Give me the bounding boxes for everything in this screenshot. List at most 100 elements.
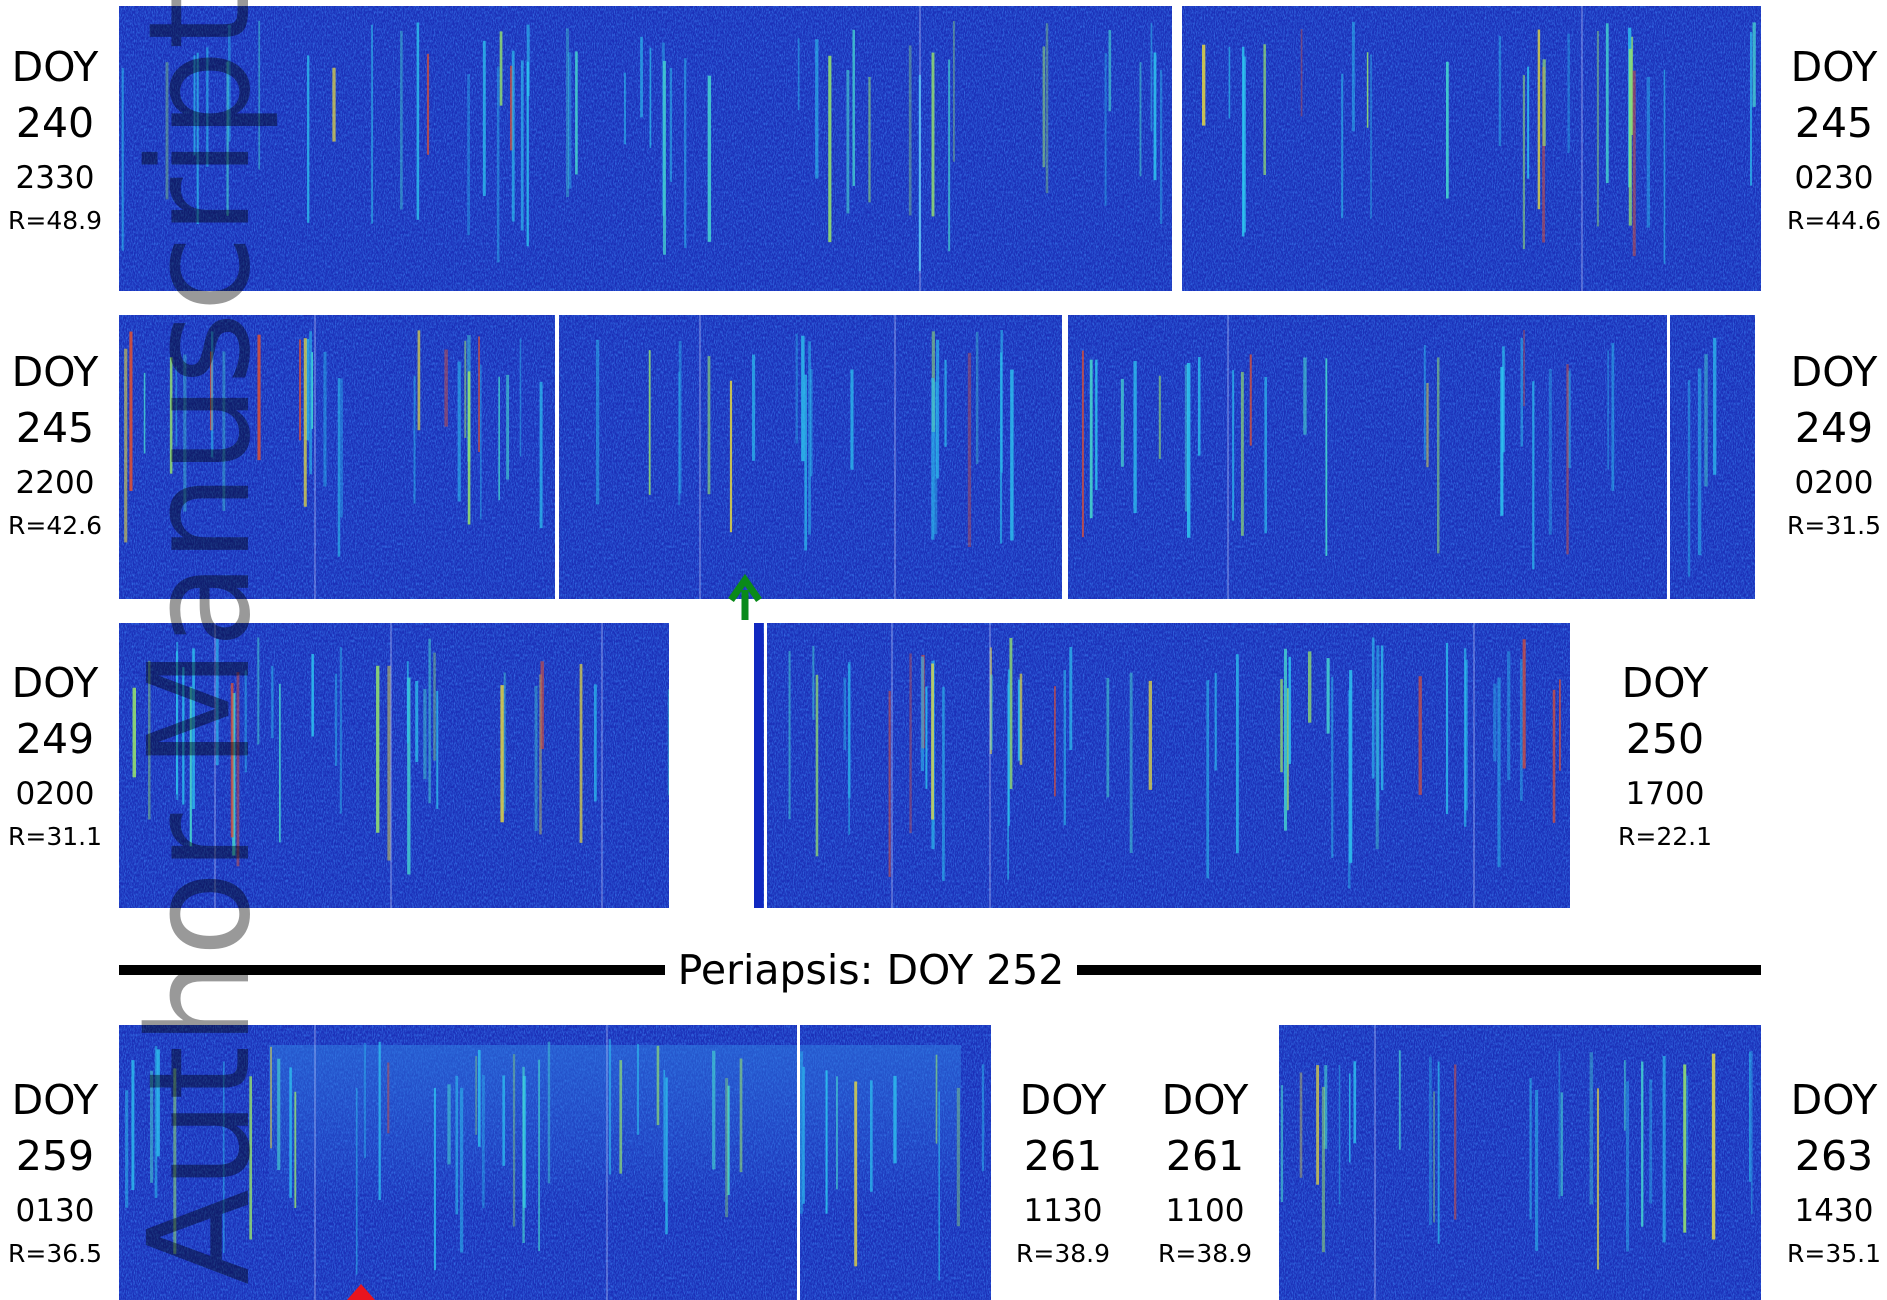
emission-streak (1303, 357, 1307, 435)
emission-streak (999, 352, 1003, 544)
emission-streak (1351, 21, 1355, 132)
doy-day: 250 (1626, 715, 1704, 763)
emission-streak (257, 334, 261, 461)
emission-streak (1426, 383, 1429, 468)
emission-streak (1010, 369, 1014, 541)
emission-streak (1325, 358, 1328, 556)
emission-streak (1498, 35, 1502, 147)
emission-streak (1493, 683, 1497, 762)
emission-streak (340, 378, 343, 518)
emission-streak (143, 372, 146, 454)
emission-streak (1663, 69, 1666, 264)
emission-streak (150, 1070, 154, 1183)
labels: DOY 240 2330 R=48.9 DOY 245 0230 R=44.6 DOY 245 22… (8, 43, 1881, 1268)
doy-heading: DOY (1791, 1076, 1879, 1124)
emission-streak (956, 1087, 960, 1227)
emission-streak (1437, 1061, 1440, 1244)
doy-time: 0200 (16, 776, 95, 812)
doy-day: 259 (16, 1132, 94, 1180)
red-marker (347, 1284, 375, 1300)
emission-streak (1104, 52, 1107, 206)
emission-streak (575, 51, 578, 175)
emission-streak (1108, 29, 1112, 112)
emission-streak (173, 1068, 177, 1254)
emission-streak (299, 339, 301, 441)
doy-day: 261 (1166, 1132, 1244, 1180)
emission-streak (387, 1062, 390, 1134)
emission-streak (125, 1090, 129, 1208)
emission-streak (795, 333, 798, 444)
emission-streak (624, 72, 626, 145)
emission-streak (1623, 1060, 1626, 1131)
emission-streak (893, 1075, 897, 1164)
radial-distance: R=38.9 (1158, 1239, 1252, 1268)
emission-streak (636, 1043, 639, 1135)
emission-streak (206, 47, 209, 167)
emission-streak (1228, 46, 1231, 119)
emission-streak (1063, 670, 1066, 826)
emission-streak (920, 656, 925, 772)
emission-streak (192, 648, 195, 810)
emission-streak (129, 331, 133, 491)
emission-streak (1331, 676, 1334, 858)
emission-streak (1566, 364, 1569, 555)
emission-streak (1750, 1050, 1753, 1215)
emission-streak (363, 1043, 367, 1159)
spectrogram-panel (1279, 1025, 1761, 1300)
emission-streak (278, 683, 281, 843)
emission-streak (1321, 1086, 1326, 1253)
emission-streak (952, 20, 955, 162)
emission-streak (1081, 350, 1084, 538)
radial-distance: R=22.1 (1618, 822, 1712, 851)
emission-streak (981, 1064, 985, 1172)
emission-streak (1349, 670, 1353, 863)
data-gap (1062, 315, 1068, 599)
emission-streak (1214, 673, 1217, 771)
data-gap (1667, 315, 1670, 599)
emission-streak (1129, 672, 1133, 854)
emission-streak (193, 55, 196, 156)
emission-streak (595, 339, 600, 505)
emission-streak (640, 36, 643, 118)
emission-streak (258, 20, 261, 170)
emission-streak (1371, 637, 1375, 779)
data-gap (1172, 6, 1182, 291)
doy-heading: DOY (1622, 659, 1710, 707)
emission-streak (1348, 690, 1351, 889)
emission-streak (503, 672, 506, 812)
emission-streak (810, 369, 813, 477)
doy-day: 245 (1795, 99, 1873, 147)
emission-streak (868, 76, 871, 203)
data-gap (764, 623, 767, 908)
emission-streak (148, 660, 151, 820)
emission-streak (306, 338, 310, 441)
emission-streak (568, 52, 572, 189)
emission-streak (339, 647, 342, 814)
emission-streak (1704, 354, 1708, 487)
emission-streak (447, 1084, 451, 1165)
emission-streak (1567, 370, 1571, 469)
emission-streak (1632, 70, 1636, 257)
emission-streak (496, 66, 500, 263)
emission-streak (967, 352, 972, 548)
emission-streak (165, 62, 169, 200)
emission-streak (467, 74, 470, 236)
doy-time: 2200 (16, 465, 95, 501)
emission-streak (1150, 23, 1153, 132)
emission-streak (512, 1054, 516, 1227)
radial-distance: R=38.9 (1016, 1239, 1110, 1268)
emission-streak (1537, 29, 1541, 210)
emission-streak (444, 349, 448, 427)
emission-streak (908, 45, 912, 216)
radial-distance: R=42.6 (8, 511, 102, 540)
emission-streak (183, 354, 187, 512)
emission-streak (799, 1051, 803, 1214)
spectrogram-panel (119, 315, 1761, 599)
emission-streak (662, 60, 667, 255)
emission-streak (684, 58, 687, 248)
emission-streak (1532, 381, 1535, 570)
emission-streak (1589, 1052, 1594, 1205)
emission-streak (132, 687, 137, 778)
